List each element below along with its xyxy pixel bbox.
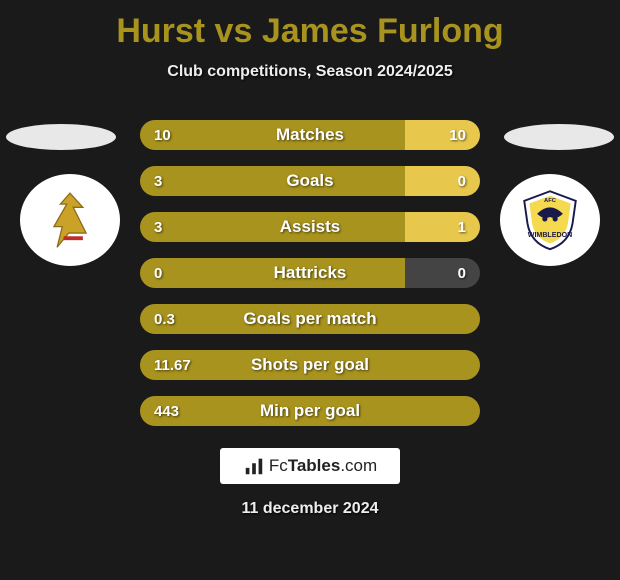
stat-value-left: 10: [154, 127, 171, 144]
player-photo-left: [6, 124, 116, 150]
page-title: Hurst vs James Furlong: [0, 0, 620, 51]
stat-row: 0.3 Goals per match: [140, 304, 480, 334]
stat-bar-right: 1: [405, 212, 480, 242]
stat-label: Min per goal: [260, 401, 360, 421]
stat-value-left: 11.67: [154, 357, 191, 374]
stat-bar-right: 10: [405, 120, 480, 150]
stat-row: 3 1 Assists: [140, 212, 480, 242]
stat-row: 11.67 Shots per goal: [140, 350, 480, 380]
stat-value-left: 3: [154, 219, 162, 236]
stat-bar-left: 3: [140, 166, 405, 196]
stat-value-right: 0: [458, 265, 466, 282]
stat-value-right: 1: [458, 219, 466, 236]
footer-brand: FcTables.com: [220, 448, 400, 484]
team-crest-left: [20, 174, 120, 266]
svg-text:AFC: AFC: [544, 198, 557, 204]
stat-label: Hattricks: [274, 263, 347, 283]
stat-row: 10 10 Matches: [140, 120, 480, 150]
svg-text:WIMBLEDON: WIMBLEDON: [528, 231, 572, 239]
stat-row: 0 0 Hattricks: [140, 258, 480, 288]
stat-bar-left: 10: [140, 120, 405, 150]
stat-value-left: 0.3: [154, 311, 175, 328]
brand-prefix: Fc: [269, 456, 288, 475]
stat-row: 443 Min per goal: [140, 396, 480, 426]
crest-icon: WIMBLEDON AFC: [515, 188, 585, 252]
stat-bar-right: 0: [405, 258, 480, 288]
stat-label: Matches: [276, 125, 344, 145]
stat-value-left: 443: [154, 403, 179, 420]
stat-value-left: 0: [154, 265, 162, 282]
footer-date: 11 december 2024: [242, 500, 379, 518]
stat-label: Goals per match: [243, 309, 376, 329]
stat-bar-right: 0: [405, 166, 480, 196]
stat-value-right: 0: [458, 173, 466, 190]
stat-label: Shots per goal: [251, 355, 369, 375]
stat-bar-left: 0: [140, 258, 405, 288]
subtitle: Club competitions, Season 2024/2025: [0, 63, 620, 81]
stat-value-left: 3: [154, 173, 162, 190]
stats-bars: 10 10 Matches 3 0 Goals 3 1 Assists 0 0 Hattricks 0.…: [140, 120, 480, 442]
brand-main: Tables: [288, 456, 341, 475]
brand-suffix: .com: [340, 456, 377, 475]
stat-label: Goals: [286, 171, 333, 191]
stat-label: Assists: [280, 217, 340, 237]
stat-value-right: 10: [449, 127, 466, 144]
player-photo-right: [504, 124, 614, 150]
team-crest-right: WIMBLEDON AFC: [500, 174, 600, 266]
crest-icon: [35, 188, 105, 252]
chart-icon: [243, 455, 265, 477]
stat-bar-left: 3: [140, 212, 405, 242]
stat-row: 3 0 Goals: [140, 166, 480, 196]
